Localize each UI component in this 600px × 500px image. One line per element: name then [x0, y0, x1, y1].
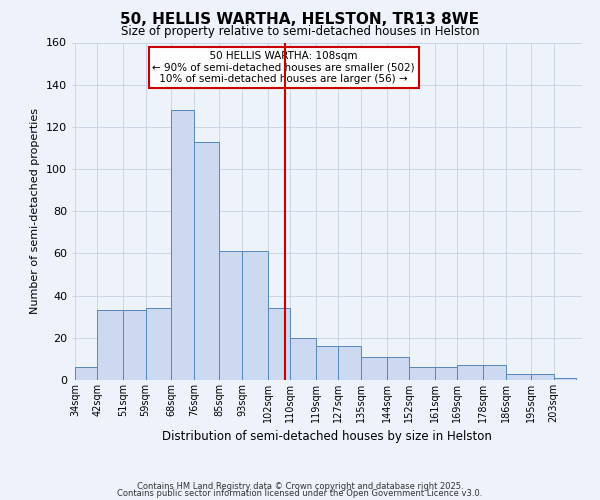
Bar	[316, 346, 338, 380]
Bar	[194, 142, 220, 380]
Bar	[554, 378, 577, 380]
Bar	[483, 365, 506, 380]
Bar	[97, 310, 123, 380]
Bar	[531, 374, 554, 380]
Bar	[220, 252, 242, 380]
Bar	[171, 110, 194, 380]
Text: Size of property relative to semi-detached houses in Helston: Size of property relative to semi-detach…	[121, 25, 479, 38]
Bar	[75, 368, 97, 380]
Bar	[123, 310, 146, 380]
Text: 50, HELLIS WARTHA, HELSTON, TR13 8WE: 50, HELLIS WARTHA, HELSTON, TR13 8WE	[121, 12, 479, 28]
Text: Contains public sector information licensed under the Open Government Licence v3: Contains public sector information licen…	[118, 489, 482, 498]
Text: 50 HELLIS WARTHA: 108sqm  
← 90% of semi-detached houses are smaller (502)
 10% : 50 HELLIS WARTHA: 108sqm ← 90% of semi-d…	[152, 51, 415, 84]
Bar	[242, 252, 268, 380]
Bar	[409, 368, 434, 380]
Bar	[338, 346, 361, 380]
Bar	[361, 357, 386, 380]
Bar	[268, 308, 290, 380]
Bar	[386, 357, 409, 380]
Bar	[457, 365, 483, 380]
Bar	[434, 368, 457, 380]
Y-axis label: Number of semi-detached properties: Number of semi-detached properties	[31, 108, 40, 314]
X-axis label: Distribution of semi-detached houses by size in Helston: Distribution of semi-detached houses by …	[162, 430, 492, 444]
Bar	[146, 308, 171, 380]
Bar	[290, 338, 316, 380]
Bar	[505, 374, 531, 380]
Text: Contains HM Land Registry data © Crown copyright and database right 2025.: Contains HM Land Registry data © Crown c…	[137, 482, 463, 491]
